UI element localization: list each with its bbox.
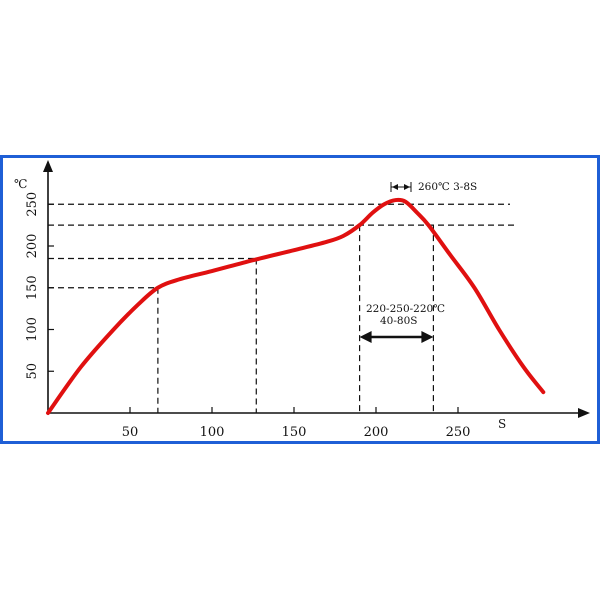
ticks: 50 100 150 200 250 50 100 150 200 250 xyxy=(25,192,470,440)
temperature-curve-0 xyxy=(46,197,546,415)
y-tick-label-250: 250 xyxy=(25,192,40,217)
y-axis-unit-label: ℃ xyxy=(14,177,27,191)
range-arrow-left xyxy=(359,331,372,343)
range-arrow-right xyxy=(421,331,434,343)
x-tick-label-50: 50 xyxy=(122,425,139,440)
peak-annotation: 260℃ 3-8S xyxy=(418,181,477,193)
reference-lines xyxy=(48,203,515,413)
y-tick-label-200: 200 xyxy=(25,234,40,259)
y-tick-label-150: 150 xyxy=(25,275,40,300)
chart-frame xyxy=(0,155,600,444)
x-tick-label-100: 100 xyxy=(200,425,225,440)
x-tick-label-150: 150 xyxy=(282,425,307,440)
y-axis-arrow xyxy=(43,160,53,172)
x-tick-label-250: 250 xyxy=(446,425,471,440)
x-axis-arrow xyxy=(578,408,590,418)
y-tick-label-100: 100 xyxy=(25,317,40,342)
peak-arrow-right xyxy=(404,184,410,190)
y-tick-label-50: 50 xyxy=(25,363,40,380)
peak-arrow-left xyxy=(392,184,398,190)
annotations: 260℃ 3-8S 220-250-220℃ 40-80S xyxy=(359,181,477,343)
range-annotation-line1: 220-250-220℃ xyxy=(366,303,445,315)
x-tick-label-200: 200 xyxy=(364,425,389,440)
x-axis-unit-label: S xyxy=(498,417,506,431)
curve-layer xyxy=(46,197,546,415)
axes xyxy=(43,160,590,418)
range-annotation-line2: 40-80S xyxy=(380,315,417,327)
